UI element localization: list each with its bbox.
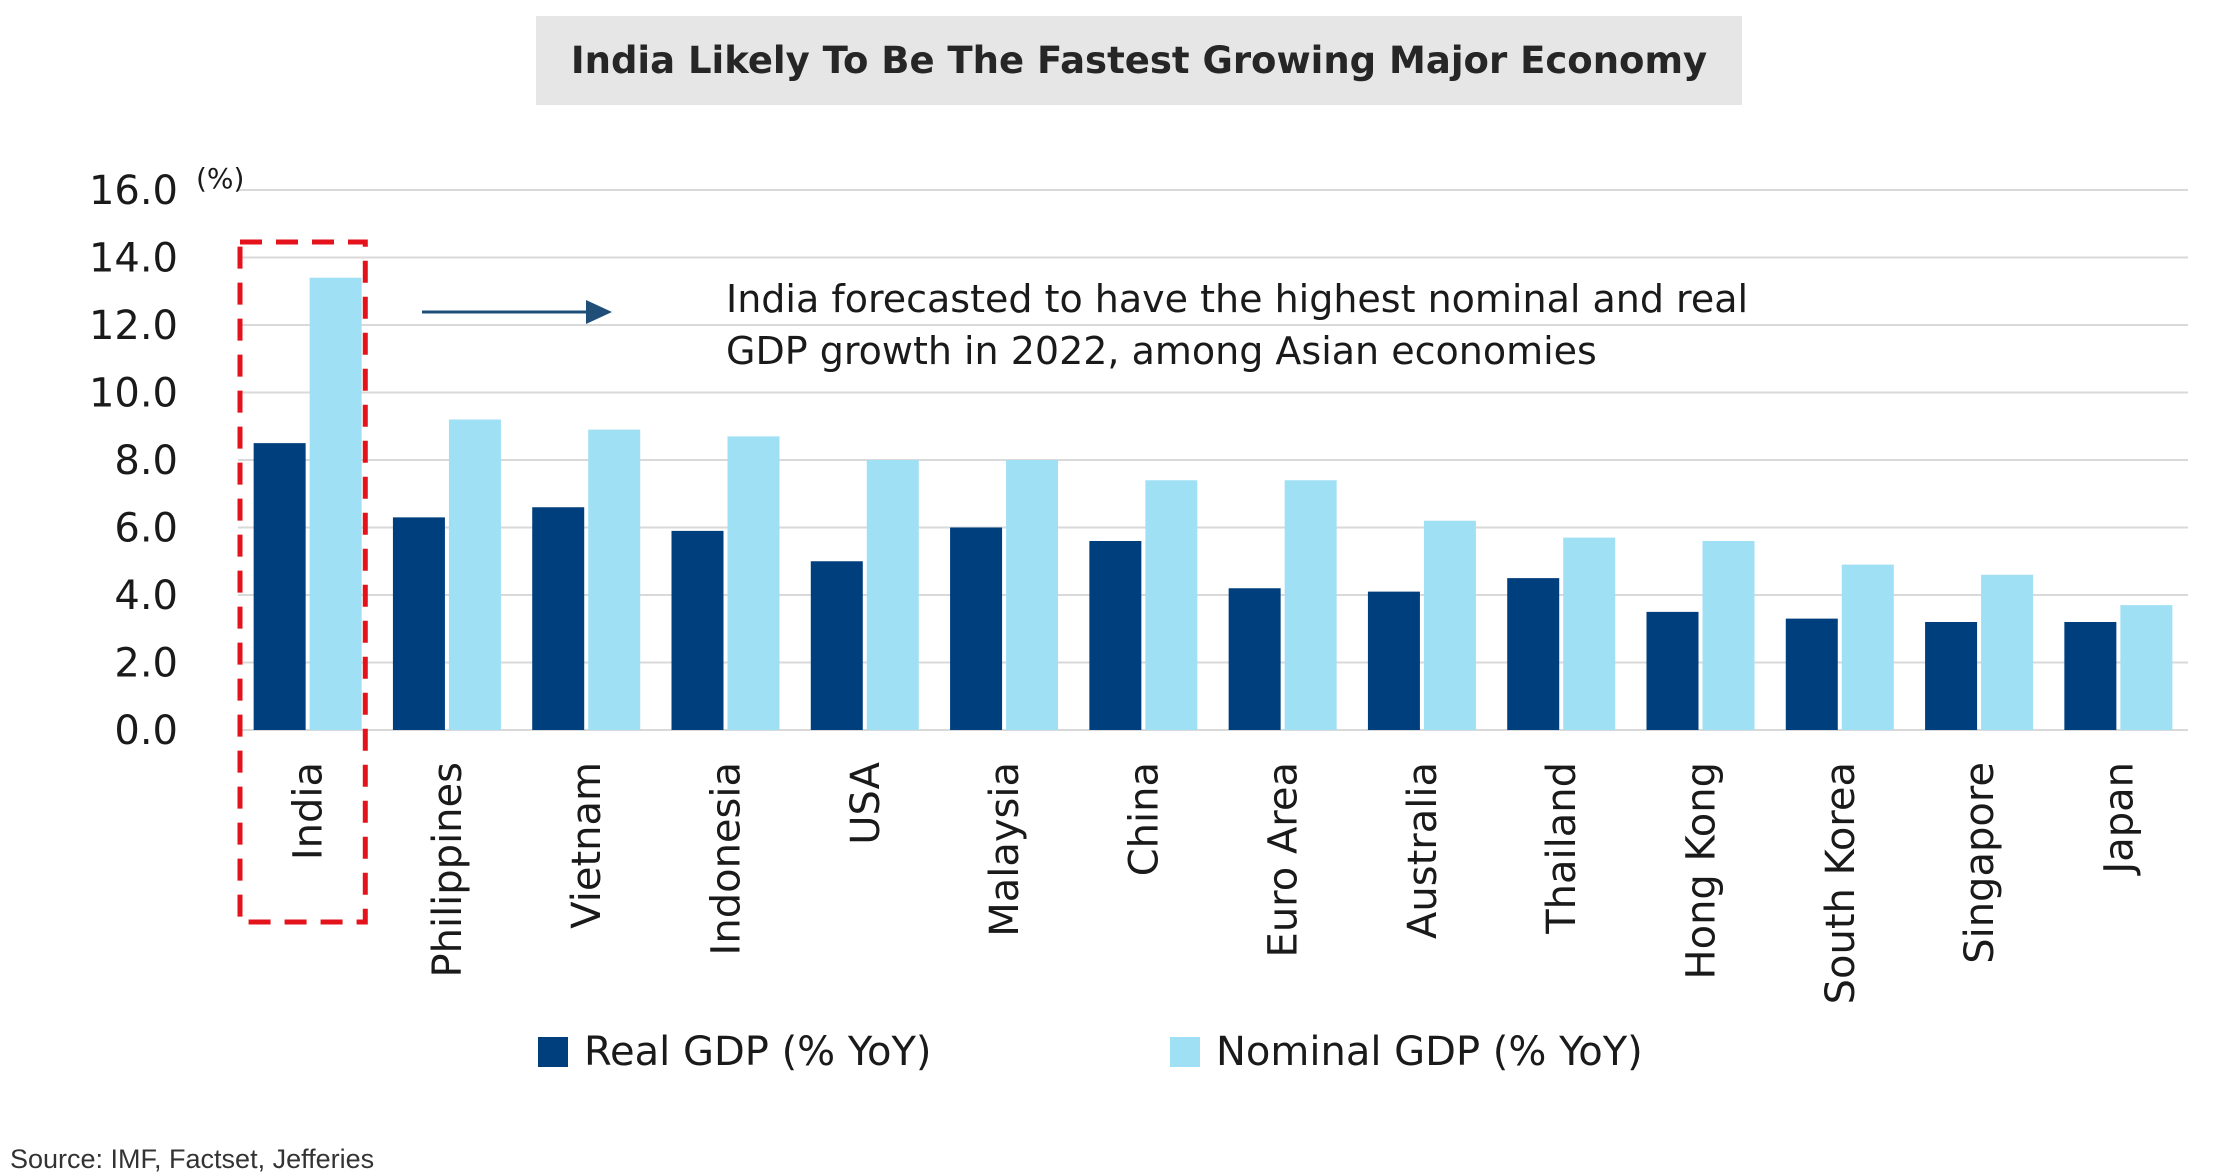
- bar-real-gdp: [1646, 611, 1699, 730]
- bar-real-gdp: [2064, 622, 2117, 730]
- bar-nominal-gdp: [1563, 537, 1616, 730]
- y-tick-label: 8.0: [114, 438, 178, 484]
- bar-real-gdp: [1367, 591, 1420, 730]
- legend-label-real: Real GDP (% YoY): [584, 1029, 932, 1075]
- bar-nominal-gdp: [866, 460, 919, 730]
- x-tick-label: China: [1121, 762, 1167, 876]
- y-tick-label: 12.0: [89, 303, 178, 349]
- x-tick-label: Australia: [1400, 762, 1446, 939]
- bar-nominal-gdp: [1145, 480, 1198, 730]
- x-tick-label: Japan: [2096, 762, 2142, 877]
- bar-nominal-gdp: [1423, 520, 1476, 730]
- bar-nominal-gdp: [309, 277, 362, 730]
- bar-nominal-gdp: [1841, 564, 1894, 730]
- x-tick-label: Vietnam: [564, 762, 610, 929]
- y-tick-label: 6.0: [114, 506, 178, 552]
- annotation-line-1: India forecasted to have the highest nom…: [726, 277, 1748, 321]
- bar-real-gdp: [671, 530, 724, 730]
- bar-real-gdp: [253, 443, 306, 730]
- highlight-box: [237, 239, 368, 925]
- y-tick-label: 14.0: [89, 236, 178, 282]
- arrow-head-icon: [586, 300, 612, 324]
- chart-title-box: India Likely To Be The Fastest Growing M…: [536, 16, 1742, 105]
- bar-nominal-gdp: [1981, 574, 2034, 730]
- x-tick-label: Euro Area: [1261, 762, 1307, 957]
- bar-nominal-gdp: [588, 429, 641, 730]
- bar-nominal-gdp: [2120, 605, 2173, 730]
- x-tick-label: USA: [843, 761, 889, 844]
- bar-real-gdp: [810, 561, 863, 730]
- y-tick-label: 2.0: [114, 641, 178, 687]
- y-tick-label: 0.0: [114, 708, 178, 754]
- y-tick-label: 4.0: [114, 573, 178, 619]
- bar-real-gdp: [1507, 578, 1560, 730]
- bar-nominal-gdp: [727, 436, 780, 730]
- legend-swatch-nominal: [1170, 1037, 1200, 1067]
- bar-real-gdp: [1089, 541, 1142, 730]
- bar-real-gdp: [950, 527, 1003, 730]
- chart-title: India Likely To Be The Fastest Growing M…: [570, 39, 1708, 82]
- x-tick-label: Singapore: [1957, 762, 2003, 964]
- x-tick-label: India: [286, 762, 332, 860]
- bar-real-gdp: [1785, 618, 1838, 730]
- bar-real-gdp: [1228, 588, 1281, 730]
- legend-label-nominal: Nominal GDP (% YoY): [1216, 1029, 1643, 1075]
- legend-swatch-real: [538, 1037, 568, 1067]
- x-tick-label: Indonesia: [704, 762, 750, 955]
- y-tick-label: 10.0: [89, 371, 178, 417]
- bar-nominal-gdp: [1284, 480, 1337, 730]
- x-tick-label: South Korea: [1818, 762, 1864, 1004]
- bar-real-gdp: [392, 517, 445, 730]
- x-tick-label: Philippines: [425, 762, 471, 978]
- x-tick-label: Hong Kong: [1679, 762, 1725, 979]
- y-axis-unit-label: (%): [196, 162, 244, 195]
- bar-chart: 0.0 2.0 4.0 6.0 8.0 10.0 12.0 14.0 16.0 (%) India P…: [89, 162, 2188, 1075]
- y-tick-label: 16.0: [89, 168, 178, 214]
- x-tick-label: Thailand: [1539, 762, 1585, 935]
- bar-nominal-gdp: [1006, 460, 1059, 730]
- bar-nominal-gdp: [448, 419, 501, 730]
- annotation-line-2: GDP growth in 2022, among Asian economie…: [726, 329, 1597, 373]
- source-note: Source: IMF, Factset, Jefferies: [10, 1144, 375, 1174]
- x-tick-label: Malaysia: [982, 762, 1028, 937]
- bar-real-gdp: [532, 507, 585, 730]
- bar-nominal-gdp: [1702, 541, 1755, 730]
- bar-real-gdp: [1925, 622, 1978, 730]
